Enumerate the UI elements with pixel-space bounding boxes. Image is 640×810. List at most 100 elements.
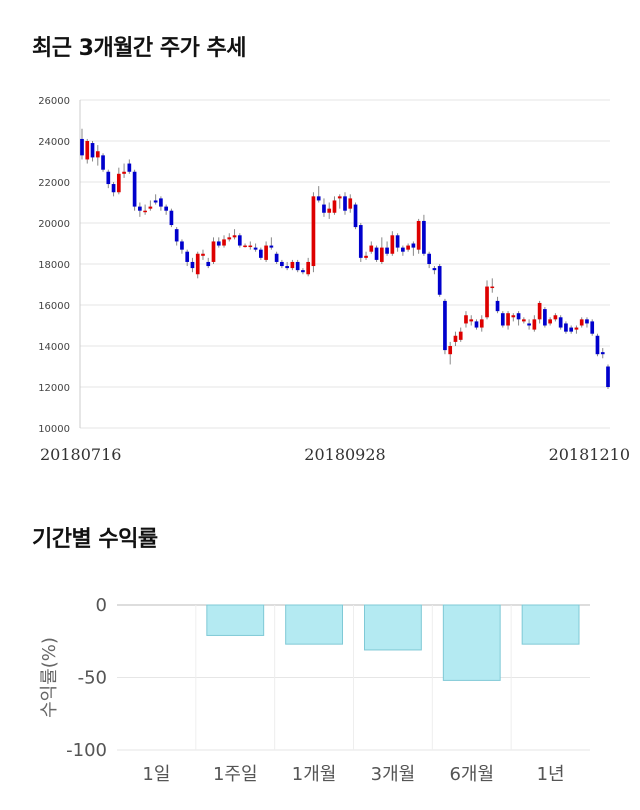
candle-body [448,346,453,355]
x-category-label: 6개월 [449,764,494,785]
candle-body [590,321,595,334]
candle-body [116,173,121,193]
x-category-label: 1개월 [292,764,337,785]
y-axis-label: 수익률(%) [39,637,60,718]
y-tick-label: 26000 [38,96,70,107]
candle-body [500,313,505,326]
y-tick-label: 22000 [38,178,70,189]
candle-body [516,313,521,320]
y-tick-label: 14000 [38,342,70,353]
candle-body [80,138,84,156]
candle-body [332,200,337,213]
candle-body [606,366,610,387]
return-bar-chart: 0 -50 -100 1일 1주일 1개월 3개월 6개월 1년 수익률(%) [39,595,590,785]
candle-body [364,255,368,258]
candle-body [437,266,442,295]
candle-body [379,247,384,262]
candle-body [548,319,552,324]
candle-body [111,184,116,193]
candle-body [138,206,142,211]
candle-body [506,313,510,326]
y-tick-label: 20000 [38,219,70,230]
candle-body [558,317,563,328]
return-bar [206,604,265,636]
return-bar [442,604,501,681]
candle-body [180,241,184,250]
candle-body [216,241,221,246]
candle-body [543,309,547,326]
candle-body [532,319,537,330]
candle-body [600,352,605,355]
candle-body [353,204,358,228]
y-tick-label: 18000 [38,260,70,271]
y-tick-label: 16000 [38,301,70,312]
candle-body [585,319,589,324]
candle-body [122,171,126,174]
candle-body [574,327,579,330]
candle-body [201,253,205,256]
candle-body [148,206,153,209]
period-return-title: 기간별 수익률 [32,527,158,552]
candle-body [132,171,137,207]
candle-body [464,315,468,324]
candle-body [159,198,163,207]
candle-body [490,286,495,289]
candle-body [316,196,321,201]
candle-body [395,235,400,248]
candle-body [553,315,558,320]
candle-body [527,323,531,326]
candle-body [274,253,279,262]
candle-body [143,210,147,213]
candle-body [416,220,421,250]
candle-body [106,171,111,185]
candle-body [258,249,263,258]
candle-body [511,315,516,318]
candle-body [564,323,568,332]
candle-body [348,198,353,209]
candle-body [174,229,179,242]
candle-body [390,235,395,254]
candle-body [495,300,500,312]
candle-body [311,196,316,267]
candle-body [579,319,584,326]
candle-body [595,335,600,355]
candle-body [322,204,326,213]
price-trend-title: 최근 3개월간 주가 추세 [32,36,246,61]
candle-body [269,245,274,248]
candle-body [521,319,526,322]
candle-body [164,206,169,211]
candle-body [443,300,447,351]
candle-body [343,196,347,211]
y-tick-label: 12000 [38,383,70,394]
candle-body [358,225,363,258]
candle-body [264,245,268,260]
candle-body [453,335,458,342]
candle-body [479,319,484,328]
candle-body [290,261,295,269]
candlestick-chart: 10000 12000 14000 16000 18000 20000 22000 24000… [38,96,630,464]
candle-body [537,302,542,320]
candle-body [232,235,237,238]
candle-body [211,241,216,262]
x-date-label: 20181210 [549,445,630,464]
candle-body [411,243,416,248]
candle-body [295,261,300,271]
y-tick-label: 0 [96,595,107,616]
candle-body [385,247,389,254]
candle-body [569,327,574,332]
candle-body [469,319,474,322]
x-category-label: 1년 [537,764,565,785]
candle-body [374,247,379,260]
y-tick-label: 10000 [38,424,70,435]
x-date-label: 20180928 [304,445,385,464]
x-category-label: 1주일 [213,764,258,785]
return-bar [521,604,580,645]
candle-body [90,143,95,158]
y-tick-label: -100 [66,740,107,761]
candle-body [432,268,437,271]
x-category-label: 3개월 [371,764,416,785]
candle-body [458,331,463,340]
candle-body [190,261,195,269]
return-bar [285,604,343,645]
candle-body [222,239,226,246]
